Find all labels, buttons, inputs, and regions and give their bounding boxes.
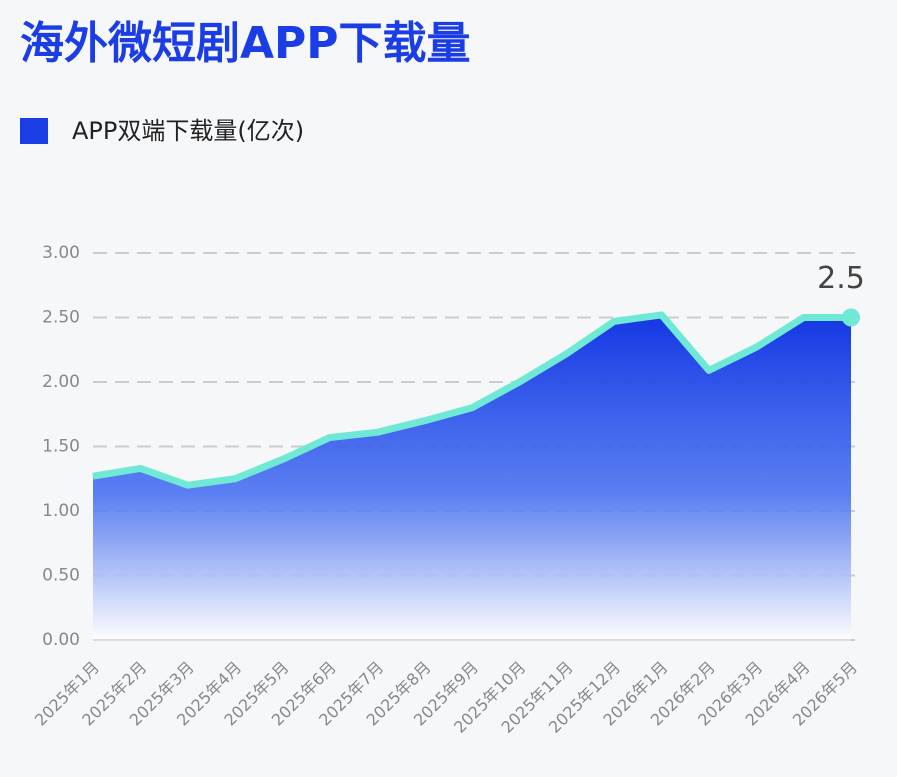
- y-tick-label: 2.00: [42, 372, 80, 392]
- chart-title: 海外微短剧APP下载量: [20, 18, 471, 69]
- area: [93, 314, 851, 640]
- legend-swatch: [20, 118, 48, 144]
- y-tick-label: 2.50: [42, 308, 80, 328]
- y-tick-label: 1.50: [42, 437, 80, 457]
- end-point: [842, 308, 860, 327]
- y-tick-label: 0.50: [42, 566, 80, 586]
- legend-label: APP双端下载量(亿次): [72, 117, 304, 145]
- line: [92, 311, 851, 489]
- y-tick-label: 1.00: [42, 501, 80, 521]
- y-tick-label: 0.00: [42, 630, 80, 650]
- data-label: 2.5: [817, 261, 865, 296]
- y-tick-label: 3.00: [42, 243, 80, 263]
